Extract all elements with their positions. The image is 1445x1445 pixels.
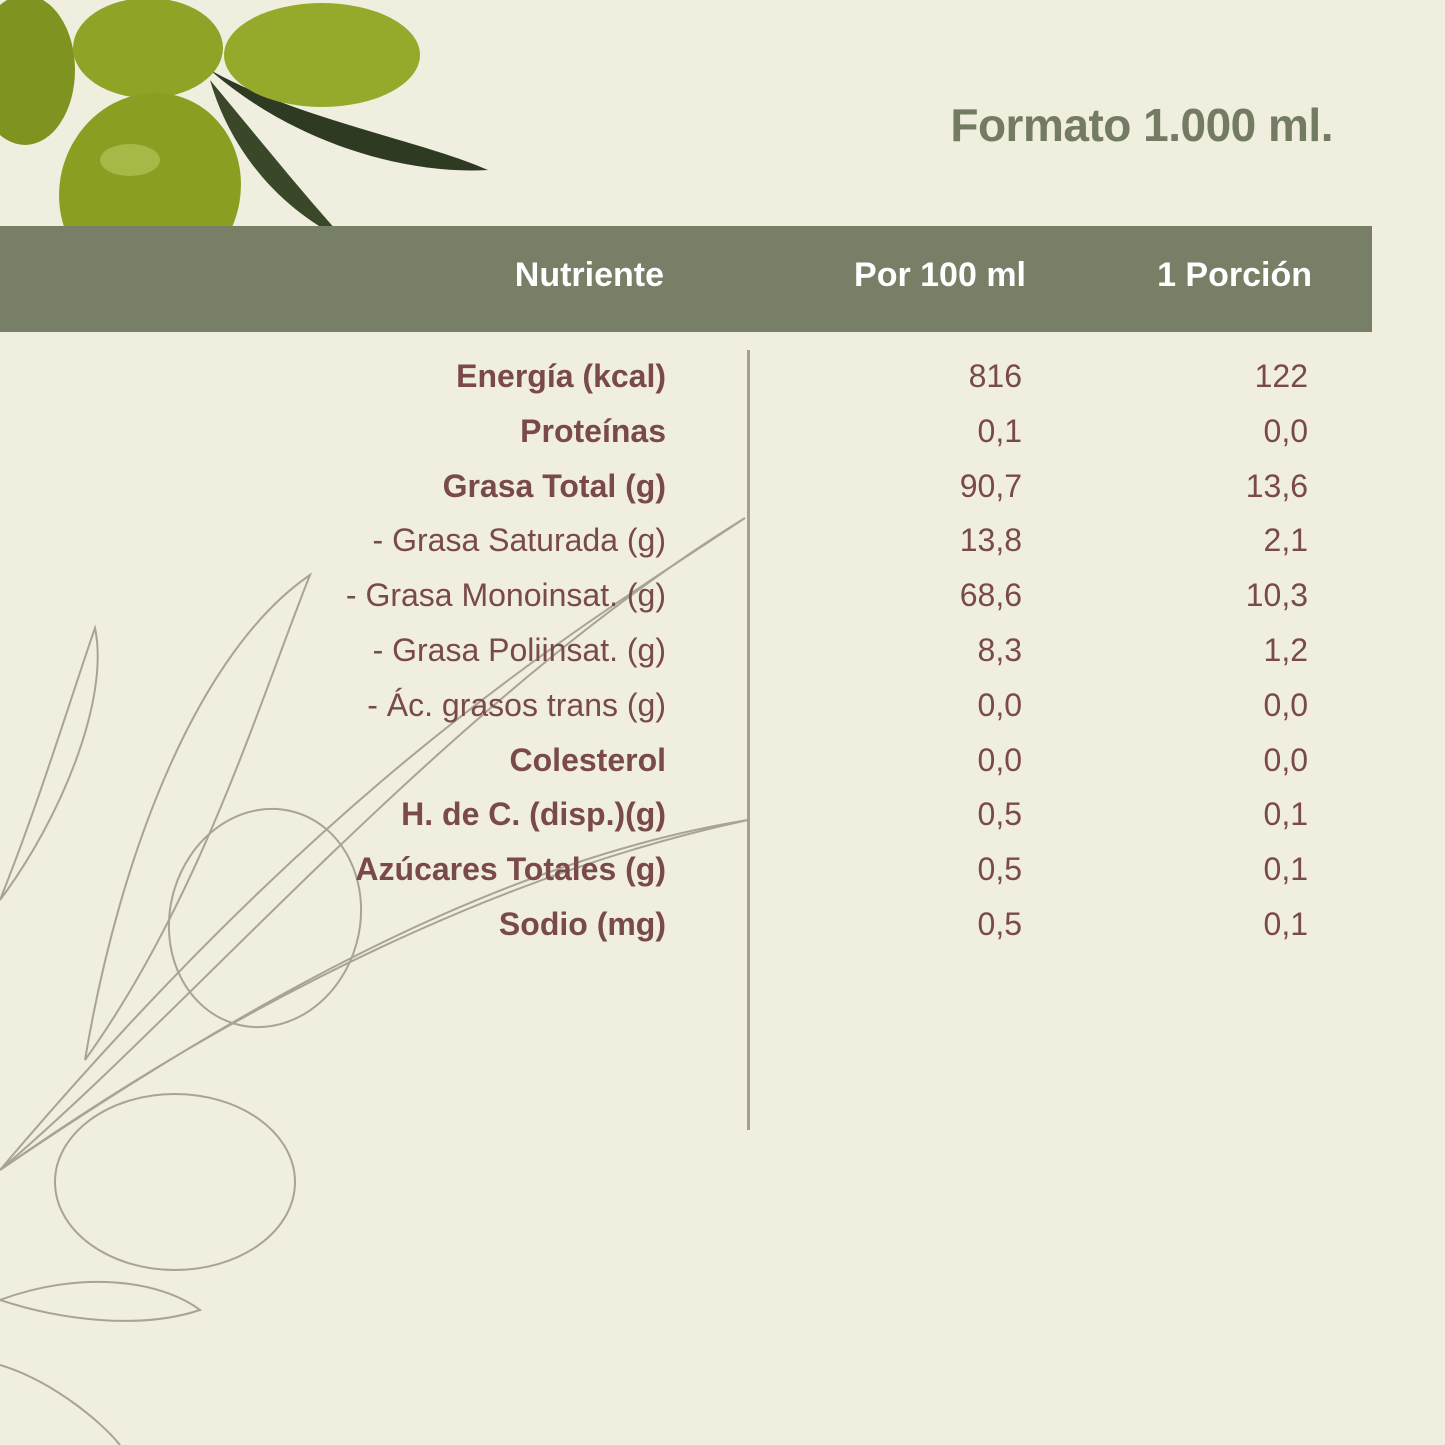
value-portion: 0,0: [1263, 741, 1308, 778]
nutrient-label: H. de C. (disp.)(g): [401, 796, 666, 833]
value-portion: 122: [1254, 358, 1308, 394]
value-per-100ml: 0,5: [977, 851, 1022, 888]
nutrient-label: Energía (kcal): [456, 358, 666, 394]
value-portion: 13,6: [1245, 467, 1308, 504]
nutrient-label: - Grasa Monoinsat. (g): [345, 577, 666, 614]
table-row: Grasa Total (g) 90,7 13,6: [0, 468, 1445, 518]
value-per-100ml: 0,5: [977, 796, 1022, 833]
table-row: Proteínas 0,1 0,0: [0, 413, 1445, 463]
value-per-100ml: 0,5: [977, 906, 1022, 942]
table-row: Energía (kcal) 816 122: [0, 358, 1445, 408]
nutrient-label: - Grasa Saturada (g): [372, 522, 666, 559]
value-per-100ml: 0,0: [977, 686, 1022, 723]
value-portion: 0,1: [1263, 851, 1308, 888]
value-per-100ml: 90,7: [959, 467, 1022, 504]
value-portion: 0,0: [1263, 412, 1308, 449]
table-row: - Grasa Saturada (g) 13,8 2,1: [0, 522, 1445, 572]
table-row: - Grasa Poliinsat. (g) 8,3 1,2: [0, 632, 1445, 682]
olive-branch-sketch: [0, 517, 749, 1445]
header-portion: 1 Porción: [1157, 256, 1312, 294]
value-portion: 0,1: [1263, 796, 1308, 833]
table-row: - Ác. grasos trans (g) 0,0 0,0: [0, 687, 1445, 737]
table-row: Sodio (mg) 0,5 0,1: [0, 906, 1445, 956]
table-row: H. de C. (disp.)(g) 0,5 0,1: [0, 796, 1445, 846]
value-portion: 2,1: [1263, 522, 1308, 559]
value-per-100ml: 816: [968, 358, 1022, 394]
nutrient-label: Colesterol: [509, 741, 666, 778]
nutrient-label: - Ác. grasos trans (g): [367, 686, 666, 723]
nutrient-label: Azúcares Totales (g): [355, 851, 666, 888]
header-nutrient: Nutriente: [514, 256, 664, 294]
value-portion: 0,1: [1263, 906, 1308, 942]
nutrient-label: Sodio (mg): [498, 906, 666, 942]
value-per-100ml: 13,8: [959, 522, 1022, 559]
nutrient-label: Proteínas: [520, 412, 666, 449]
column-divider: [747, 350, 750, 1130]
nutrient-label: - Grasa Poliinsat. (g): [372, 632, 666, 668]
nutrient-label: Grasa Total (g): [442, 467, 666, 504]
value-per-100ml: 0,0: [977, 741, 1022, 778]
table-row: Colesterol 0,0 0,0: [0, 742, 1445, 792]
header-per-100ml: Por 100 ml: [854, 256, 1026, 294]
table-header-bar: [0, 226, 1372, 332]
table-row: Azúcares Totales (g) 0,5 0,1: [0, 851, 1445, 901]
value-per-100ml: 8,3: [977, 632, 1022, 668]
value-portion: 10,3: [1245, 577, 1308, 614]
table-row: - Grasa Monoinsat. (g) 68,6 10,3: [0, 577, 1445, 627]
value-portion: 0,0: [1263, 686, 1308, 723]
value-per-100ml: 0,1: [977, 412, 1022, 449]
format-title: Formato 1.000 ml.: [950, 99, 1333, 151]
value-per-100ml: 68,6: [959, 577, 1022, 614]
value-portion: 1,2: [1263, 632, 1308, 668]
